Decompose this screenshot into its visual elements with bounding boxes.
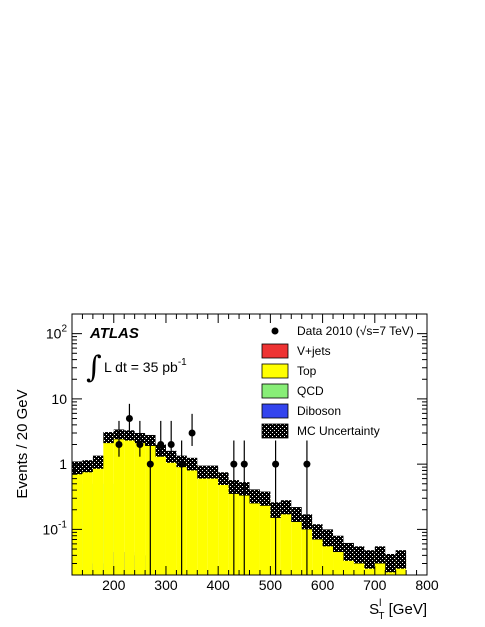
bar-top-24 xyxy=(322,537,334,575)
legend-swatch-diboson xyxy=(261,403,289,419)
unc-band-24 xyxy=(322,529,334,547)
data-point-0 xyxy=(115,441,123,448)
bar-top-14 xyxy=(218,478,229,575)
unc-band-9 xyxy=(165,450,177,463)
bar-top-21 xyxy=(291,514,302,575)
unc-band-28 xyxy=(364,550,375,569)
bar-top-11 xyxy=(186,464,198,575)
x-tick-label-600: 600 xyxy=(311,577,335,593)
data-point-4 xyxy=(157,441,165,448)
legend-swatch-qcd xyxy=(261,383,289,399)
unc-band-14 xyxy=(218,472,229,485)
data-point-8 xyxy=(230,460,238,468)
legend-label-unc: MC Uncertainty xyxy=(297,424,380,438)
bar-top-27 xyxy=(353,555,365,575)
x-axis-title: Sl T [GeV] xyxy=(369,598,427,622)
unc-band-21 xyxy=(291,507,302,522)
experiment-label: ATLAS xyxy=(89,325,139,342)
data-point-2 xyxy=(136,441,144,448)
luminosity-label: L dt = 35 pb-1 xyxy=(104,357,187,375)
legend-label-diboson: Diboson xyxy=(297,404,341,418)
x-tick-label-200: 200 xyxy=(102,577,126,593)
y-tick-label-3: 102 xyxy=(46,324,68,342)
unc-band-11 xyxy=(186,457,198,471)
unc-band-13 xyxy=(207,465,219,479)
bar-top-23 xyxy=(312,532,323,575)
bar-top-9 xyxy=(165,456,177,575)
unc-band-5 xyxy=(124,430,135,441)
y-tick-label-2: 10 xyxy=(51,391,67,407)
integral-symbol: ∫ xyxy=(86,350,102,385)
data-point-11 xyxy=(303,460,311,468)
luminosity-unit-exp: -1 xyxy=(178,357,187,368)
bar-top-26 xyxy=(343,552,354,575)
y-tick-label-0: 10-1 xyxy=(43,519,68,537)
legend-swatch-top xyxy=(261,363,289,379)
y-tick-label-1: 1 xyxy=(59,456,67,472)
data-point-5 xyxy=(167,441,175,448)
x-tick-label-500: 500 xyxy=(259,577,283,593)
data-point-10 xyxy=(272,460,280,468)
unc-band-0 xyxy=(72,461,83,475)
unc-band-26 xyxy=(343,542,354,561)
x-axis: 200 300 400 500 600 700 800 xyxy=(71,314,439,593)
data-point-6 xyxy=(178,460,186,468)
unc-band-1 xyxy=(82,460,93,473)
data-point-3 xyxy=(146,460,154,468)
bar-top-2 xyxy=(92,461,104,575)
bar-top-8 xyxy=(155,450,166,575)
data-point-1 xyxy=(125,415,133,423)
legend-label-top: Top xyxy=(297,364,317,378)
bar-top-5 xyxy=(124,434,135,575)
unc-band-17 xyxy=(249,489,260,504)
bar-top-3 xyxy=(103,437,114,575)
legend-marker-data xyxy=(271,327,279,335)
data-point-9 xyxy=(240,460,248,468)
legend-label-qcd: QCD xyxy=(297,384,324,398)
bar-top-0 xyxy=(72,467,83,575)
y-axis: 10-1 1 10 102 xyxy=(43,313,427,576)
bar-top-12 xyxy=(197,472,208,575)
unc-band-29 xyxy=(374,546,386,564)
legend-label-data: Data 2010 (√s=7 TeV) xyxy=(297,324,414,338)
x-tick-label-700: 700 xyxy=(363,577,387,593)
data-points xyxy=(115,403,311,575)
bar-top-25 xyxy=(333,543,344,575)
unc-band-23 xyxy=(312,524,323,540)
bar-top-6 xyxy=(134,438,146,575)
bar-top-17 xyxy=(249,496,260,575)
x-tick-label-800: 800 xyxy=(415,577,439,593)
unc-band-31 xyxy=(395,550,407,569)
unc-band-27 xyxy=(353,546,365,564)
legend-label-vjets: V+jets xyxy=(297,344,331,358)
x-tick-label-300: 300 xyxy=(154,577,178,593)
unc-band-12 xyxy=(197,465,208,479)
x-axis-title-main: S xyxy=(369,601,379,618)
bar-top-13 xyxy=(207,472,219,575)
unc-band-3 xyxy=(103,432,114,444)
bar-top-29 xyxy=(374,555,386,575)
unc-band-25 xyxy=(333,535,344,553)
bar-top-1 xyxy=(82,465,93,575)
bar-top-18 xyxy=(259,498,271,575)
unc-band-30 xyxy=(385,553,396,573)
bar-top-20 xyxy=(280,508,292,575)
legend-swatch-vjets xyxy=(261,343,289,359)
legend-swatch-unc xyxy=(261,423,289,439)
unc-band-18 xyxy=(259,491,271,506)
legend: Data 2010 (√s=7 TeV) V+jets Top QCD Diboson M… xyxy=(261,324,414,439)
bar-top-4 xyxy=(113,433,125,575)
unc-band-2 xyxy=(92,455,104,469)
data-point-7 xyxy=(188,429,196,437)
luminosity-text: L dt = 35 pb xyxy=(104,359,178,375)
x-axis-title-sub: T xyxy=(378,611,384,622)
unc-band-7 xyxy=(145,434,156,446)
x-axis-title-unit: [GeV] xyxy=(384,601,427,618)
x-axis-title-sup: l xyxy=(379,598,381,609)
y-axis-title: Events / 20 GeV xyxy=(14,389,31,498)
x-tick-label-400: 400 xyxy=(206,577,230,593)
unc-band-20 xyxy=(280,500,292,515)
